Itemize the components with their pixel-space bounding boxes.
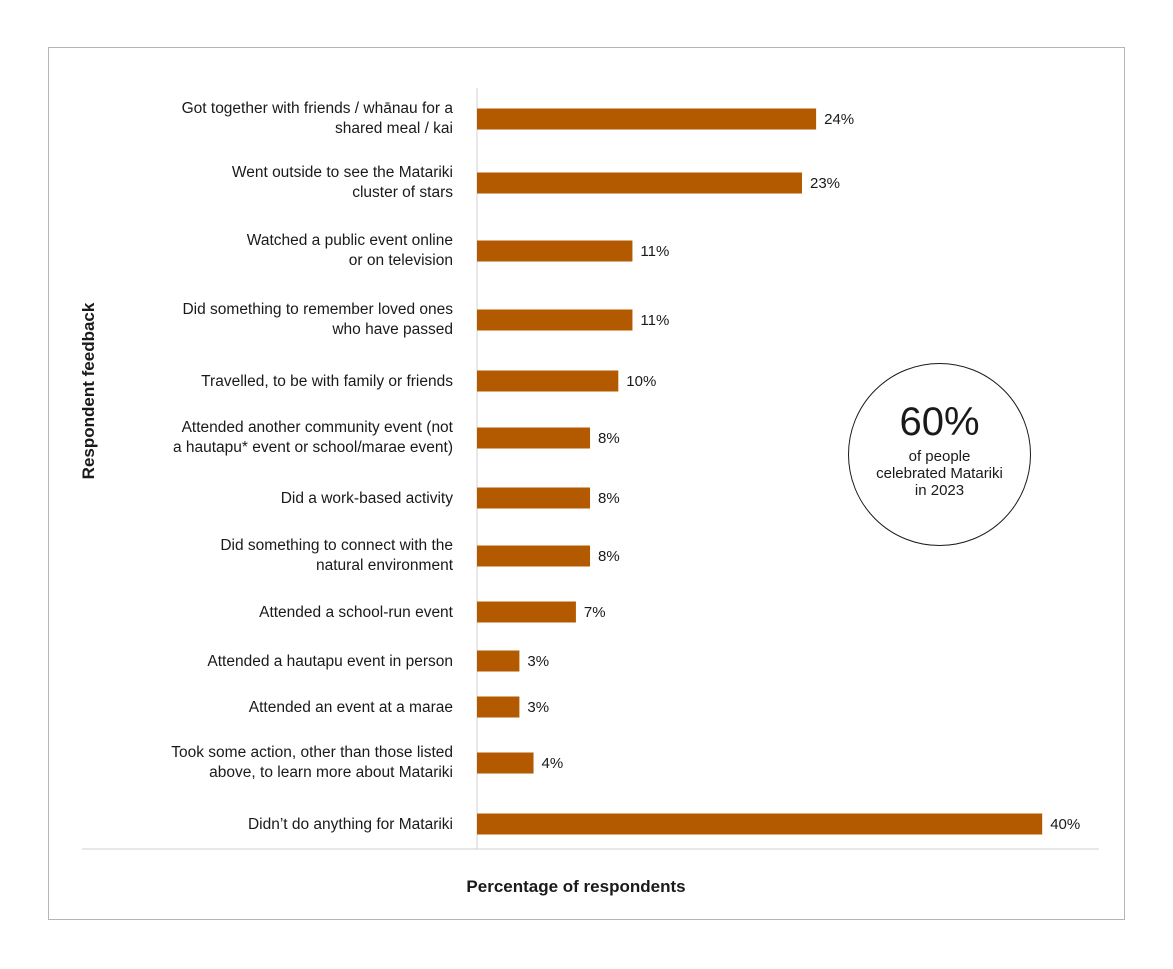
bar-value-label: 8% — [598, 430, 620, 447]
bar — [477, 427, 591, 449]
category-labels-group: Got together with friends / whānau for a… — [171, 100, 453, 833]
category-label: Got together with friends / whānau for a — [182, 100, 454, 117]
bar — [477, 696, 520, 718]
bar-value-label: 11% — [640, 243, 669, 260]
bar — [477, 240, 633, 262]
bar-value-label: 3% — [527, 653, 549, 670]
category-label: a hautapu* event or school/marae event) — [173, 439, 453, 456]
category-label: Travelled, to be with family or friends — [201, 373, 453, 390]
summary-badge-value: 60% — [899, 400, 980, 444]
category-label: natural environment — [316, 557, 454, 574]
bar-value-label: 40% — [1050, 816, 1080, 833]
bar-value-label: 24% — [824, 111, 854, 128]
category-label: Went outside to see the Matariki — [232, 164, 453, 181]
bar-value-label: 8% — [598, 490, 620, 507]
bar — [477, 813, 1043, 835]
summary-badge: 60% of people celebrated Matariki in 202… — [848, 363, 1031, 546]
category-label: Attended another community event (not — [182, 419, 454, 436]
bar-value-label: 11% — [640, 312, 669, 329]
bar — [477, 650, 520, 672]
category-label: Attended a school-run event — [259, 604, 454, 621]
x-axis-title: Percentage of respondents — [466, 877, 685, 896]
category-label: above, to learn more about Matariki — [209, 764, 453, 781]
category-label: Did a work-based activity — [281, 490, 454, 507]
category-label: or on television — [349, 252, 453, 269]
category-label: Did something to connect with the — [220, 537, 453, 554]
bar — [477, 108, 817, 130]
bar-value-label: 8% — [598, 548, 620, 565]
category-label: shared meal / kai — [335, 120, 453, 137]
bar-value-label: 23% — [810, 175, 840, 192]
bar — [477, 601, 576, 623]
bar-value-label: 4% — [542, 755, 564, 772]
value-labels-group: 24% 23% 11% 11% 10% 8% 8% 8% 7% 3% 3% 4% 40% — [527, 111, 1080, 833]
bar-value-label: 7% — [584, 604, 606, 621]
category-label: who have passed — [331, 321, 453, 338]
category-label: Watched a public event online — [247, 232, 453, 249]
bar — [477, 752, 534, 774]
category-label: Attended an event at a marae — [249, 699, 453, 716]
bars-group — [477, 108, 1043, 835]
category-label: Attended a hautapu event in person — [207, 653, 453, 670]
summary-badge-text: of people celebrated Matariki in 2023 — [876, 448, 1003, 499]
bar — [477, 370, 619, 392]
y-axis-title: Respondent feedback — [79, 302, 98, 479]
category-label: Didn’t do anything for Matariki — [248, 816, 453, 833]
bar-value-label: 10% — [626, 373, 656, 390]
bar-value-label: 3% — [527, 699, 549, 716]
bar — [477, 172, 802, 194]
chart-frame — [48, 47, 1125, 920]
category-label: Took some action, other than those liste… — [171, 744, 453, 761]
bar — [477, 545, 591, 567]
category-label: Did something to remember loved ones — [182, 301, 453, 318]
category-label: cluster of stars — [352, 184, 453, 201]
bar — [477, 487, 591, 509]
bar — [477, 309, 633, 331]
